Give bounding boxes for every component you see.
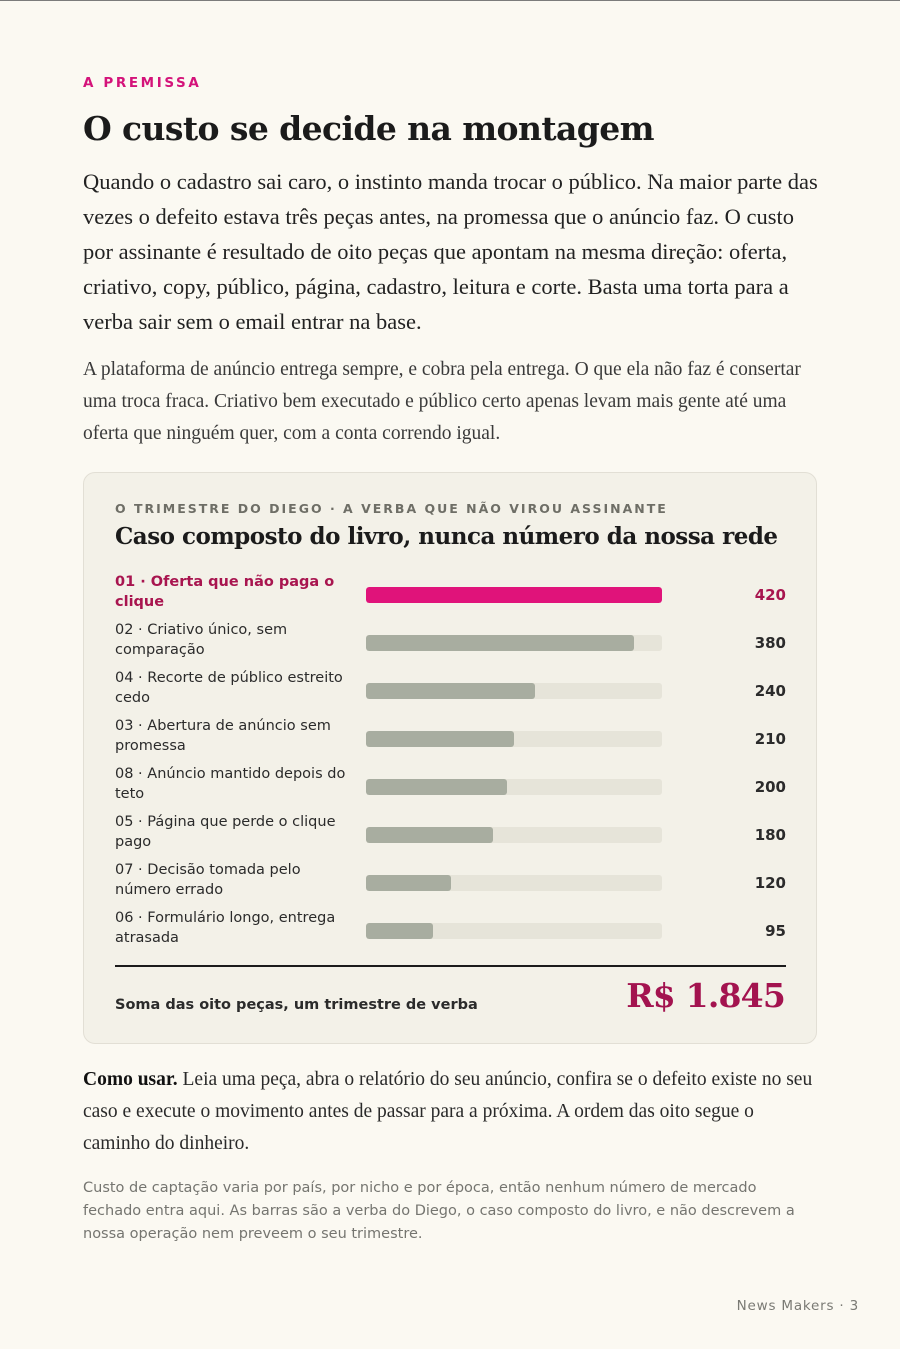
how-to-lead-in: Como usar.	[83, 1069, 178, 1090]
bar-label: 05 · Página que perde o clique pago	[115, 814, 336, 850]
bar	[366, 587, 662, 603]
total-value: R$ 1.845	[626, 976, 786, 1015]
total-divider	[115, 965, 786, 967]
bar	[366, 731, 514, 747]
chart-card: O TRIMESTRE DO DIEGO · A VERBA QUE NÃO V…	[83, 472, 817, 1044]
bar-track	[366, 683, 662, 699]
bar-track	[366, 827, 662, 843]
bar-label: 04 · Recorte de público estreito cedo	[115, 670, 343, 706]
body-paragraph: A plataforma de anúncio entrega sempre, …	[83, 359, 801, 444]
bar	[366, 923, 433, 939]
bar-label: 08 · Anúncio mantido depois do teto	[115, 766, 346, 802]
bar-value-label: 120	[754, 874, 786, 892]
bar-label: 06 · Formulário longo, entrega atrasada	[115, 910, 336, 946]
bar-row: 03 · Abertura de anúncio sem promessa 210	[115, 717, 786, 761]
bar	[366, 779, 507, 795]
bar-row: 02 · Criativo único, sem comparação 380	[115, 621, 786, 665]
bar-row: 08 · Anúncio mantido depois do teto 200	[115, 765, 786, 809]
chart-title: Caso composto do livro, nunca número da …	[115, 523, 778, 550]
bar-chart: 01 · Oferta que não paga o clique 420 02 ·…	[84, 473, 816, 1043]
chart-eyebrow: O TRIMESTRE DO DIEGO · A VERBA QUE NÃO V…	[115, 501, 668, 516]
bar-value-label: 240	[754, 682, 786, 700]
page-folio: News Makers · 3	[736, 1298, 859, 1314]
bar-row: 01 · Oferta que não paga o clique 420	[115, 573, 786, 617]
bar	[366, 875, 451, 891]
section-eyebrow: A PREMISSA	[83, 75, 202, 91]
bar-value-label: 180	[754, 826, 786, 844]
bar-value-label: 210	[754, 730, 786, 748]
bar	[366, 827, 493, 843]
bar	[366, 683, 536, 699]
bar-track	[366, 635, 662, 651]
how-to-paragraph: Como usar. Leia uma peça, abra o relatór…	[83, 1064, 818, 1160]
lead-paragraph: Quando o cadastro sai caro, o instinto m…	[83, 169, 818, 334]
bar-row: 06 · Formulário longo, entrega atrasada 9…	[115, 909, 786, 953]
total-label: Soma das oito peças, um trimestre de ver…	[115, 997, 478, 1013]
bar-label: 07 · Decisão tomada pelo número errado	[115, 862, 301, 898]
bar-row: 07 · Decisão tomada pelo número errado 12…	[115, 861, 786, 905]
bar-value-label: 420	[754, 586, 786, 604]
bar-value-label: 95	[765, 922, 786, 940]
bar-label: 02 · Criativo único, sem comparação	[115, 622, 288, 658]
bar-value-label: 200	[754, 778, 786, 796]
bar-label: 01 · Oferta que não paga o clique	[115, 574, 335, 610]
bar-track	[366, 923, 662, 939]
bar-row: 05 · Página que perde o clique pago 180	[115, 813, 786, 857]
bar-track	[366, 875, 662, 891]
bar-label: 03 · Abertura de anúncio sem promessa	[115, 718, 331, 754]
bar-value-label: 380	[754, 634, 786, 652]
bar-row: 04 · Recorte de público estreito cedo 240	[115, 669, 786, 713]
bar-track	[366, 779, 662, 795]
bar-track	[366, 731, 662, 747]
bar-track	[366, 587, 662, 603]
page-title: O custo se decide na montagem	[83, 109, 655, 148]
footnote: Custo de captação varia por país, por ni…	[83, 1180, 795, 1242]
bar	[366, 635, 634, 651]
how-to-text: Leia uma peça, abra o relatório do seu a…	[83, 1069, 813, 1154]
